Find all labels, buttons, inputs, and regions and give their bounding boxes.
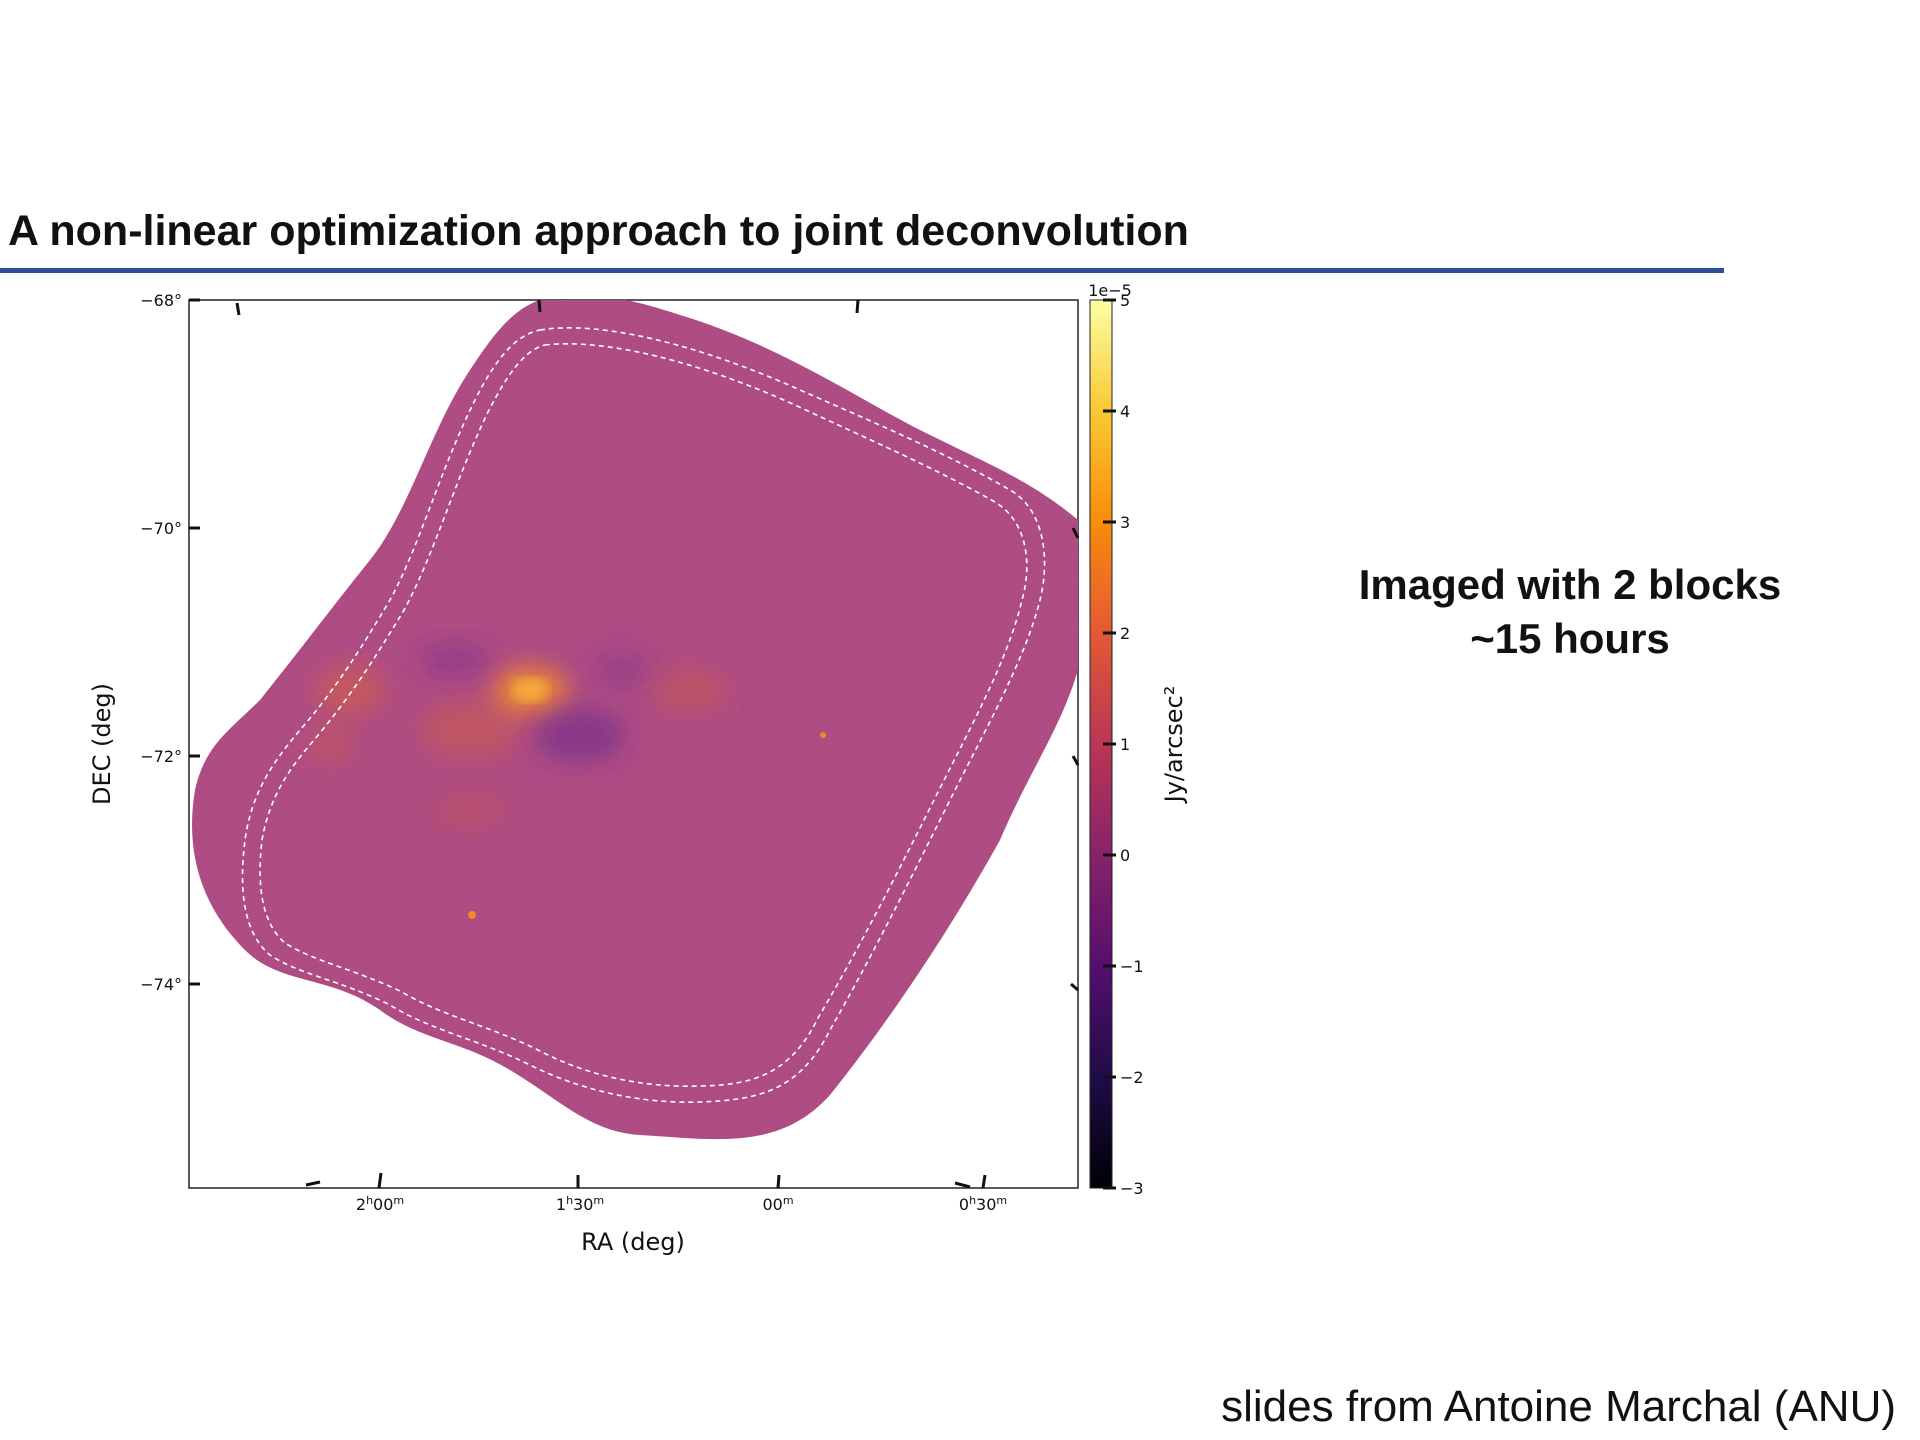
colorbar-tick-label: −2 bbox=[1120, 1068, 1144, 1087]
point-source bbox=[820, 732, 826, 738]
y-tick-labels: −68° −70° −72° −74° bbox=[140, 291, 182, 994]
slide-credit: slides from Antoine Marchal (ANU) bbox=[1221, 1382, 1896, 1431]
colorbar-tick-label: −3 bbox=[1120, 1179, 1144, 1198]
side-note-line-2: ~15 hours bbox=[1470, 615, 1670, 662]
colorbar-tick-label: −1 bbox=[1120, 957, 1144, 976]
slide-title: A non-linear optimization approach to jo… bbox=[8, 207, 1189, 255]
colorbar-tick-label: 3 bbox=[1120, 513, 1130, 532]
emission-features bbox=[305, 665, 730, 830]
side-note: Imaged with 2 blocks ~15 hours bbox=[1280, 558, 1860, 666]
absorption-features bbox=[420, 642, 650, 763]
y-axis-label: DEC (deg) bbox=[88, 683, 116, 805]
colorbar-exponent: 1e−5 bbox=[1088, 281, 1132, 300]
colorbar-tick-label: 4 bbox=[1120, 402, 1130, 421]
x-axis-label: RA (deg) bbox=[581, 1228, 685, 1256]
x-tick-label: 0h30m bbox=[959, 1194, 1007, 1214]
colorbar-tick-label: 0 bbox=[1120, 846, 1130, 865]
x-tick-label: 2h00m bbox=[356, 1194, 404, 1214]
colorbar-ticks: 5 4 3 2 1 0 −1 −2 −3 bbox=[1103, 291, 1144, 1198]
y-tick-label: −72° bbox=[140, 747, 182, 766]
frame-ticks bbox=[189, 298, 1080, 1189]
point-source bbox=[468, 911, 476, 919]
colorbar-tick-label: 5 bbox=[1120, 291, 1130, 310]
colorbar-tick-label: 1 bbox=[1120, 735, 1130, 754]
y-tick-label: −68° bbox=[140, 291, 182, 310]
x-tick-labels: 2h00m 1h30m 00m 0h30m bbox=[356, 1194, 1007, 1214]
x-tick-label: 00m bbox=[762, 1194, 793, 1214]
colorbar-tick-label: 2 bbox=[1120, 624, 1130, 643]
colorbar-label: Jy/arcsec² bbox=[1160, 686, 1188, 805]
side-note-line-1: Imaged with 2 blocks bbox=[1358, 561, 1782, 608]
colorbar: 1e−5 5 4 3 2 1 0 −1 −2 −3 Jy/arcsec² bbox=[1088, 281, 1188, 1198]
inner-contour-outer bbox=[241, 327, 1046, 1103]
title-divider bbox=[0, 268, 1724, 273]
y-tick-label: −70° bbox=[140, 519, 182, 538]
y-tick-label: −74° bbox=[140, 975, 182, 994]
bright-core bbox=[512, 678, 548, 702]
inner-contour-inner bbox=[259, 342, 1028, 1087]
x-tick-label: 1h30m bbox=[556, 1194, 604, 1214]
